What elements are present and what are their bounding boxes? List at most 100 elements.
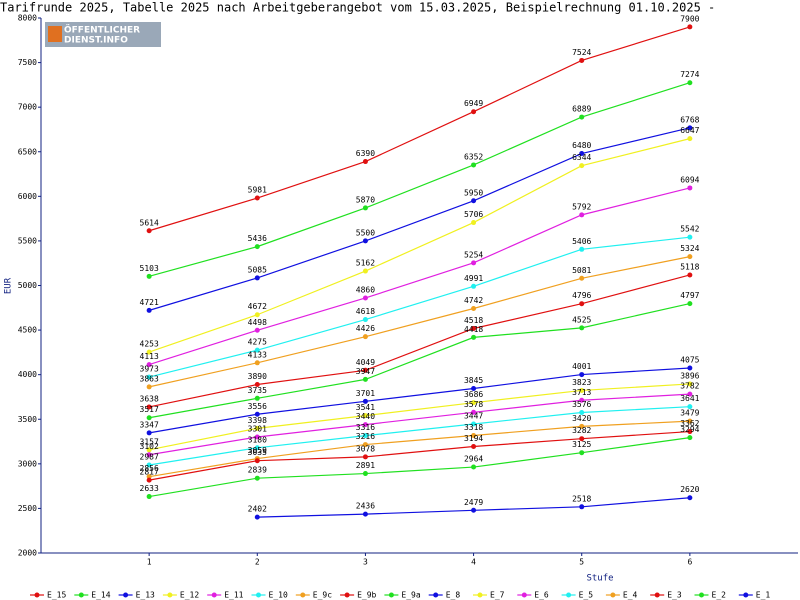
data-label: 4991: [464, 274, 483, 283]
data-label: 3517: [140, 405, 159, 414]
data-point: [254, 360, 260, 366]
data-point: [687, 80, 693, 86]
series-line: [148, 127, 690, 311]
data-point: [471, 283, 477, 289]
data-label: 4426: [356, 324, 375, 333]
data-point: [687, 495, 693, 501]
data-point: [362, 295, 368, 301]
y-tick-label: 3000: [18, 459, 37, 468]
data-label: 3578: [464, 400, 483, 409]
data-label: 4796: [572, 291, 591, 300]
data-label: 2856: [140, 464, 159, 473]
data-point: [362, 422, 368, 428]
y-axis-title: EUR: [4, 277, 14, 294]
data-label: 2518: [572, 494, 591, 503]
legend-marker: [521, 592, 527, 598]
data-point: [579, 325, 585, 331]
series-line: [148, 138, 691, 353]
series-line: [148, 236, 690, 378]
data-point: [254, 275, 260, 281]
legend-label: E_2: [712, 591, 727, 600]
legend-label: E_5: [579, 591, 594, 600]
data-point: [579, 301, 585, 307]
data-point: [579, 504, 585, 510]
data-point: [362, 376, 368, 382]
legend-label: E_11: [224, 591, 243, 600]
legend-label: E_7: [490, 591, 505, 600]
data-label: 3896: [680, 371, 699, 380]
data-label: 5406: [572, 237, 591, 246]
data-point: [362, 317, 368, 323]
y-tick-label: 4500: [18, 326, 37, 335]
legend-marker: [211, 592, 217, 598]
data-label: 3157: [140, 437, 159, 446]
data-point: [579, 212, 585, 218]
data-point: [471, 109, 477, 115]
data-point: [579, 450, 585, 456]
data-label: 2891: [356, 461, 375, 470]
data-label: 4860: [356, 285, 375, 294]
data-label: 3556: [248, 402, 267, 411]
x-tick-label: 3: [363, 558, 368, 567]
data-label: 4518: [464, 316, 483, 325]
data-label: 2479: [464, 498, 483, 507]
data-point: [254, 445, 260, 451]
data-label: 3078: [356, 444, 375, 453]
data-point: [146, 273, 152, 279]
data-label: 6768: [680, 115, 699, 124]
x-axis-title: Stufe: [586, 574, 613, 584]
data-point: [471, 400, 477, 406]
data-point: [362, 454, 368, 460]
data-label: 4797: [680, 291, 699, 300]
y-tick-label: 2500: [18, 504, 37, 513]
data-point: [254, 347, 260, 353]
legend-label: E_9c: [313, 591, 332, 600]
data-label: 6094: [680, 175, 699, 184]
data-label: 4049: [356, 358, 375, 367]
data-label: 2817: [140, 468, 159, 477]
data-label: 5118: [680, 262, 699, 271]
data-point: [146, 474, 152, 480]
data-point: [362, 442, 368, 448]
data-label: 5162: [356, 259, 375, 268]
data-label: 3102: [140, 442, 159, 451]
data-label: 4133: [248, 350, 267, 359]
data-label: 4742: [464, 296, 483, 305]
data-label: 7274: [680, 70, 699, 79]
data-point: [362, 159, 368, 165]
x-tick-label: 4: [471, 558, 476, 567]
data-point: [146, 384, 152, 390]
data-point: [254, 395, 260, 401]
data-label: 3294: [680, 425, 699, 434]
data-point: [254, 312, 260, 318]
data-label: 6390: [356, 149, 375, 158]
chart-title: Tarifrunde 2025, Tabelle 2025 nach Arbei…: [0, 1, 715, 15]
data-label: 3035: [248, 448, 267, 457]
data-label: 3845: [464, 376, 483, 385]
legend-marker: [34, 592, 40, 598]
data-point: [687, 404, 693, 410]
logo-icon: [48, 26, 62, 42]
series-line: [148, 82, 691, 277]
legend-label: E_6: [534, 591, 549, 600]
data-label: 5950: [464, 188, 483, 197]
data-point: [687, 435, 693, 441]
data-label: 5324: [680, 244, 699, 253]
data-point: [146, 462, 152, 468]
legend-label: E_9a: [401, 591, 420, 600]
data-point: [687, 24, 693, 30]
data-point: [362, 511, 368, 517]
data-point: [362, 238, 368, 244]
data-label: 4418: [464, 325, 483, 334]
legend-label: E_4: [623, 591, 638, 600]
legend-label: E_8: [446, 591, 461, 600]
data-label: 2436: [356, 502, 375, 511]
data-label: 2839: [248, 466, 267, 475]
legend-marker: [654, 592, 660, 598]
data-point: [254, 514, 260, 520]
data-point: [687, 185, 693, 191]
legend-marker: [78, 592, 84, 598]
data-point: [362, 413, 368, 419]
data-point: [146, 362, 152, 368]
data-label: 6352: [464, 152, 483, 161]
